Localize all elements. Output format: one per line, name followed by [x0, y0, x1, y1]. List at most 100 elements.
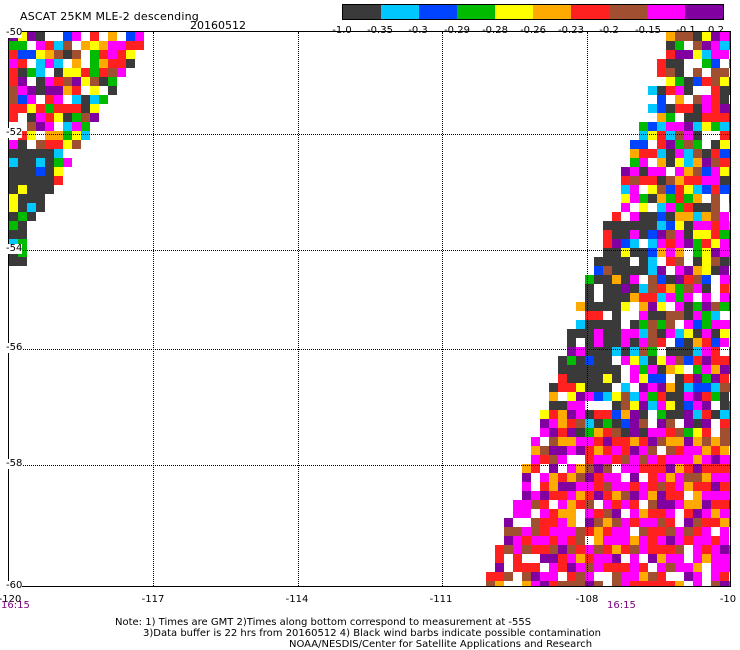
data-cell	[693, 50, 702, 59]
data-cell	[693, 239, 702, 248]
data-cell	[693, 536, 702, 545]
data-cell	[675, 32, 684, 41]
data-cell	[720, 68, 729, 77]
data-cell	[18, 212, 27, 221]
data-cell	[603, 374, 612, 383]
color-swatch	[495, 5, 533, 19]
data-cell	[612, 509, 621, 518]
data-cell	[603, 284, 612, 293]
data-cell	[693, 437, 702, 446]
data-cell	[639, 275, 648, 284]
data-cell	[666, 410, 675, 419]
data-cell	[657, 239, 666, 248]
data-cell	[711, 275, 720, 284]
data-cell	[522, 482, 531, 491]
data-cell	[18, 221, 27, 230]
data-cell	[513, 581, 522, 586]
data-cell	[72, 77, 81, 86]
data-cell	[612, 419, 621, 428]
data-cell	[594, 383, 603, 392]
data-cell	[675, 410, 684, 419]
data-cell	[630, 500, 639, 509]
data-cell	[693, 491, 702, 500]
data-cell	[531, 482, 540, 491]
data-cell	[684, 185, 693, 194]
data-cell	[585, 572, 594, 581]
data-cell	[27, 77, 36, 86]
data-cell	[27, 212, 36, 221]
data-cell	[594, 329, 603, 338]
data-cell	[504, 518, 513, 527]
data-cell	[684, 113, 693, 122]
data-cell	[567, 491, 576, 500]
data-cell	[639, 311, 648, 320]
data-cell	[711, 185, 720, 194]
data-cell	[594, 428, 603, 437]
data-cell	[63, 104, 72, 113]
data-cell	[567, 563, 576, 572]
data-cell	[36, 167, 45, 176]
data-cell	[18, 41, 27, 50]
data-cell	[540, 536, 549, 545]
data-cell	[729, 239, 730, 248]
data-cell	[594, 536, 603, 545]
color-scale-label: -0.29	[444, 25, 470, 36]
data-cell	[54, 149, 63, 158]
data-cell	[36, 59, 45, 68]
data-cell	[504, 527, 513, 536]
data-cell	[9, 194, 18, 203]
data-cell	[585, 338, 594, 347]
data-cell	[612, 392, 621, 401]
data-cell	[711, 509, 720, 518]
data-cell	[711, 455, 720, 464]
data-cell	[621, 410, 630, 419]
data-cell	[63, 113, 72, 122]
data-cell	[657, 302, 666, 311]
data-cell	[711, 446, 720, 455]
data-cell	[693, 167, 702, 176]
data-cell	[639, 293, 648, 302]
data-cell	[585, 419, 594, 428]
data-cell	[558, 473, 567, 482]
data-cell	[684, 545, 693, 554]
data-cell	[558, 554, 567, 563]
data-cell	[558, 545, 567, 554]
data-cell	[603, 428, 612, 437]
data-cell	[594, 320, 603, 329]
data-cell	[594, 563, 603, 572]
data-cell	[711, 221, 720, 230]
data-cell	[657, 554, 666, 563]
data-cell	[567, 356, 576, 365]
data-cell	[612, 581, 621, 586]
data-cell	[90, 59, 99, 68]
data-cell	[18, 131, 27, 140]
data-cell	[639, 194, 648, 203]
data-cell	[603, 320, 612, 329]
data-cell	[702, 86, 711, 95]
data-cell	[711, 563, 720, 572]
data-cell	[621, 428, 630, 437]
data-cell	[531, 464, 540, 473]
data-cell	[666, 293, 675, 302]
data-cell	[684, 32, 693, 41]
data-cell	[648, 554, 657, 563]
data-cell	[621, 338, 630, 347]
data-cell	[630, 545, 639, 554]
data-cell	[702, 248, 711, 257]
data-cell	[675, 320, 684, 329]
data-cell	[18, 176, 27, 185]
data-cell	[639, 419, 648, 428]
data-cell	[558, 356, 567, 365]
color-scale-label: -0.28	[482, 25, 508, 36]
data-cell	[9, 230, 18, 239]
data-cell	[666, 347, 675, 356]
data-cell	[99, 41, 108, 50]
data-cell	[45, 167, 54, 176]
data-cell	[36, 50, 45, 59]
data-cell	[585, 329, 594, 338]
data-cell	[648, 392, 657, 401]
data-cell	[27, 194, 36, 203]
data-cell	[657, 311, 666, 320]
data-cell	[684, 401, 693, 410]
data-cell	[720, 131, 729, 140]
